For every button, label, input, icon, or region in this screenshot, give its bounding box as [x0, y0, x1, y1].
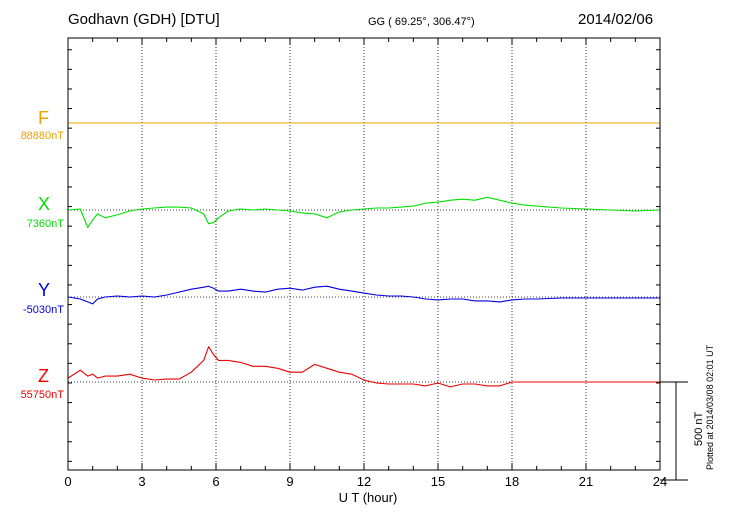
x-tick-label: 12: [356, 474, 372, 489]
component-label-z: Z: [38, 366, 49, 386]
component-baseline-f: 88880nT: [20, 130, 64, 142]
component-label-x: X: [38, 194, 51, 214]
series-lines: [67, 122, 661, 388]
series-line-y: [67, 285, 660, 305]
series-line-x: [67, 196, 661, 229]
x-tick-label: 3: [138, 474, 146, 489]
grid: [141, 38, 587, 470]
axis-ticks: [67, 38, 661, 470]
plotted-timestamp: Plotted at 2014/03/08 02:01 UT: [705, 344, 715, 470]
x-tick-label: 6: [212, 474, 220, 489]
chart-date: 2014/02/06: [578, 11, 654, 28]
component-baseline-z: 55750nT: [20, 389, 64, 401]
series-line-z: [67, 346, 660, 388]
x-tick-label: 18: [504, 474, 520, 489]
station-title: Godhavn (GDH) [DTU]: [68, 11, 220, 28]
component-baseline-y: -5030nT: [23, 304, 64, 316]
x-axis-label: U T (hour): [338, 490, 398, 505]
x-tick-label: 0: [64, 474, 72, 489]
x-tick-label: 9: [286, 474, 294, 489]
scale-bar: [660, 381, 688, 481]
component-label-f: F: [38, 108, 49, 128]
component-baseline-x: 7360nT: [26, 218, 64, 230]
x-tick-label: 15: [430, 474, 446, 489]
x-tick-label: 24: [652, 474, 668, 489]
x-tick-label: 21: [578, 474, 594, 489]
station-coordinates: GG ( 69.25°, 306.47°): [368, 16, 475, 28]
component-label-y: Y: [38, 280, 51, 300]
scale-bar-label: 500 nT: [693, 411, 705, 446]
